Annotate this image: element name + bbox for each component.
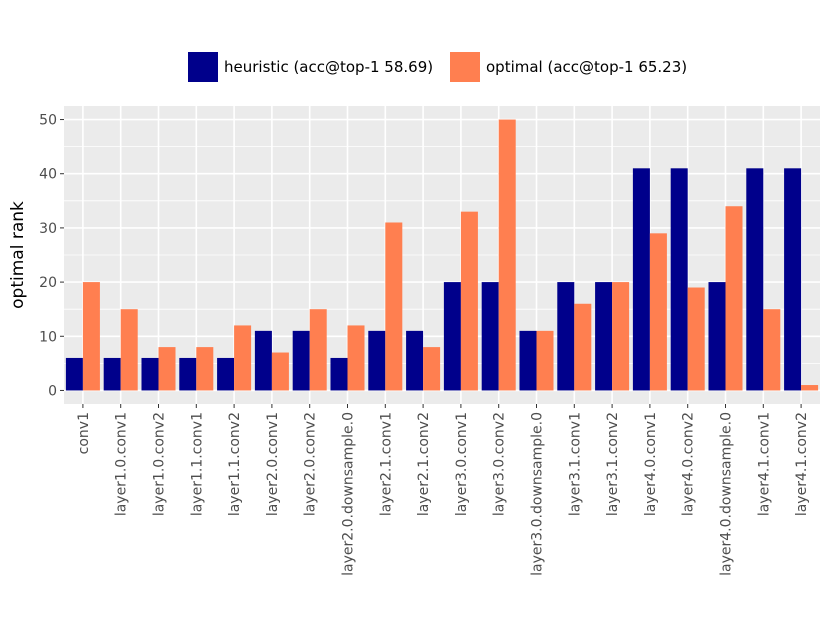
bar-heuristic-17: [708, 282, 726, 391]
bar-heuristic-11: [481, 282, 499, 391]
x-tick-label: layer2.0.downsample.0: [341, 412, 357, 576]
bar-optimal-14: [612, 282, 630, 391]
y-tick-label: 20: [39, 275, 57, 291]
x-tick-label: layer4.0.conv1: [643, 412, 659, 516]
y-tick-label: 10: [39, 329, 57, 345]
x-tick-label: layer1.0.conv1: [114, 412, 130, 516]
bar-optimal-5: [271, 352, 289, 391]
legend-label-optimal: optimal (acc@top-1 65.23): [486, 58, 687, 76]
bar-heuristic-19: [784, 168, 802, 391]
bar-heuristic-0: [65, 357, 83, 391]
x-tick-label: layer2.0.conv1: [265, 412, 281, 516]
bar-optimal-10: [460, 211, 478, 391]
x-tick-label: layer1.1.conv2: [227, 412, 243, 516]
x-tick-label: layer4.0.conv2: [681, 412, 697, 516]
bar-heuristic-4: [217, 357, 235, 391]
y-tick-label: 30: [39, 221, 57, 237]
bar-heuristic-15: [632, 168, 650, 391]
x-tick-label: layer2.1.conv1: [378, 412, 394, 516]
bar-heuristic-6: [292, 330, 310, 391]
bar-optimal-16: [687, 287, 705, 391]
bar-heuristic-18: [746, 168, 764, 391]
bar-optimal-0: [82, 282, 100, 391]
y-axis-title: optimal rank: [8, 201, 28, 309]
legend-swatch-heuristic: [188, 52, 218, 82]
bar-heuristic-10: [443, 282, 461, 391]
x-tick-label: layer3.0.downsample.0: [530, 412, 546, 576]
bar-optimal-4: [234, 325, 252, 391]
bar-heuristic-14: [595, 282, 613, 391]
bar-optimal-19: [801, 385, 819, 391]
bar-optimal-15: [649, 233, 667, 391]
bar-heuristic-3: [179, 357, 197, 391]
bar-optimal-18: [763, 309, 781, 391]
x-tick-label: layer3.1.conv1: [567, 412, 583, 516]
x-tick-label: layer4.1.conv2: [794, 412, 810, 516]
x-tick-label: layer2.0.conv2: [303, 412, 319, 516]
bar-optimal-17: [725, 206, 743, 391]
bar-heuristic-12: [519, 330, 537, 391]
bar-optimal-3: [196, 347, 214, 391]
bar-optimal-6: [309, 309, 327, 391]
bar-heuristic-1: [103, 357, 121, 391]
bar-optimal-12: [536, 330, 554, 391]
bar-heuristic-2: [141, 357, 159, 391]
x-tick-label: layer1.0.conv2: [152, 412, 168, 516]
bar-heuristic-8: [368, 330, 386, 391]
bar-heuristic-16: [670, 168, 688, 391]
y-axis: 0 10 20 30 40 50: [39, 113, 64, 399]
legend: heuristic (acc@top-1 58.69) optimal (acc…: [188, 52, 687, 82]
bar-heuristic-7: [330, 357, 348, 391]
bar-heuristic-5: [254, 330, 272, 391]
bar-optimal-11: [498, 119, 516, 391]
x-tick-label: layer2.1.conv2: [416, 412, 432, 516]
x-tick-label: layer4.0.downsample.0: [719, 412, 735, 576]
bar-heuristic-9: [406, 330, 424, 391]
x-tick-label: layer4.1.conv1: [756, 412, 772, 516]
y-tick-label: 40: [39, 167, 57, 183]
bar-optimal-9: [423, 347, 441, 391]
x-tick-label: layer3.0.conv2: [492, 412, 508, 516]
bar-optimal-7: [347, 325, 365, 391]
bar-optimal-8: [385, 222, 403, 391]
bars: [65, 119, 819, 391]
bar-optimal-2: [158, 347, 176, 391]
legend-swatch-optimal: [450, 52, 480, 82]
x-tick-label: layer3.1.conv2: [605, 412, 621, 516]
x-tick-label: layer1.1.conv1: [189, 412, 205, 516]
bar-optimal-13: [574, 303, 592, 391]
x-axis: conv1 layer1.0.conv1 layer1.0.conv2 layer1.…: [76, 404, 810, 576]
x-tick-label: conv1: [76, 412, 92, 454]
y-tick-label: 50: [39, 113, 57, 129]
legend-label-heuristic: heuristic (acc@top-1 58.69): [224, 58, 433, 76]
bar-heuristic-13: [557, 282, 575, 391]
bar-optimal-1: [120, 309, 138, 391]
x-tick-label: layer3.0.conv1: [454, 412, 470, 516]
y-tick-label: 0: [48, 383, 57, 399]
